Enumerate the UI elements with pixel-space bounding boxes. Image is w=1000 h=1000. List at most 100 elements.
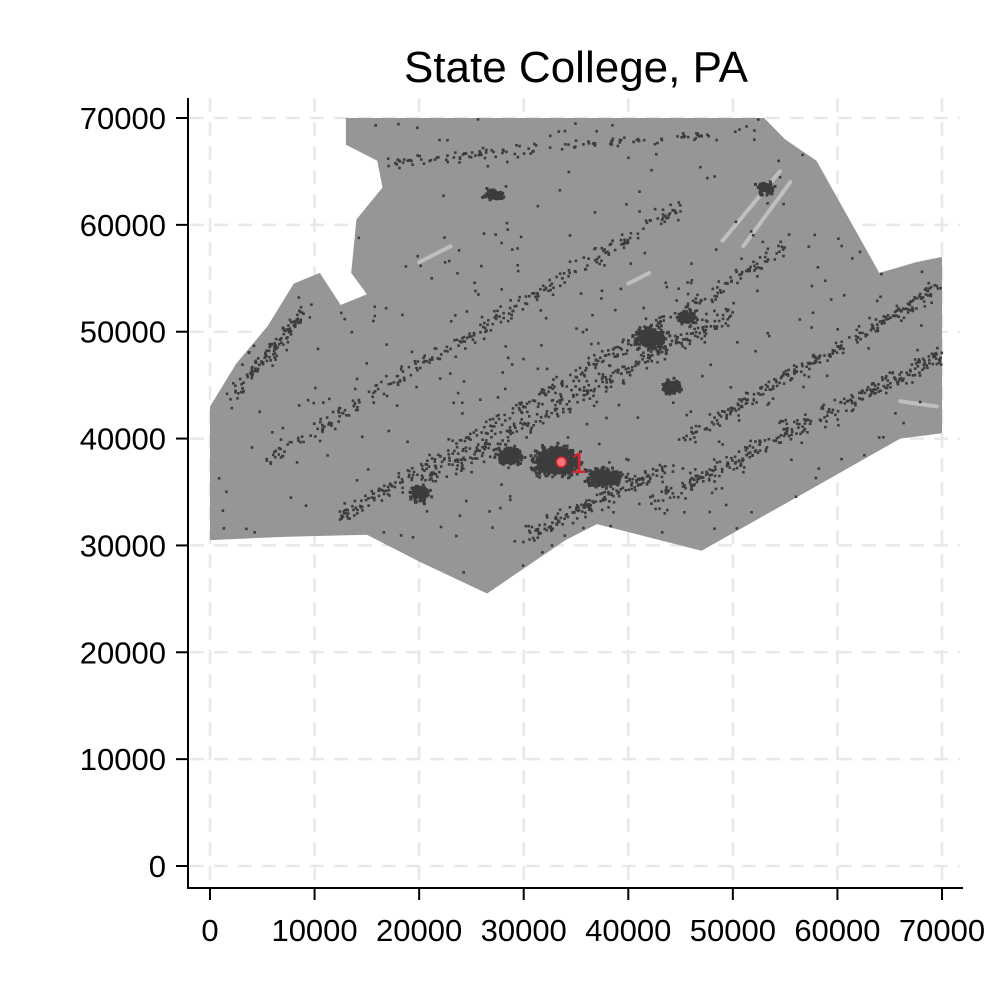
urban-dot xyxy=(416,360,420,363)
urban-dot xyxy=(487,446,490,450)
urban-dot xyxy=(402,376,406,380)
urban-dot xyxy=(506,435,510,439)
urban-dot xyxy=(518,408,522,412)
urban-dot xyxy=(702,480,705,483)
urban-dot xyxy=(653,499,657,503)
urban-dot xyxy=(715,327,718,330)
urban-dot xyxy=(856,341,859,344)
urban-dot xyxy=(680,136,683,139)
urban-dot xyxy=(669,203,672,207)
urban-dot xyxy=(461,464,464,467)
urban-dot xyxy=(608,378,612,381)
urban-dot xyxy=(397,122,400,126)
urban-dot xyxy=(553,456,556,460)
urban-dot xyxy=(896,382,900,386)
urban-dot xyxy=(718,424,722,427)
urban-dot xyxy=(367,497,370,500)
urban-dot xyxy=(361,435,364,439)
urban-dot xyxy=(613,248,617,252)
urban-dot xyxy=(611,124,614,127)
urban-dot xyxy=(768,183,772,187)
urban-dot xyxy=(554,403,557,407)
urban-dot xyxy=(713,480,716,483)
urban-dot xyxy=(551,383,554,387)
urban-dot xyxy=(465,336,469,340)
urban-dot xyxy=(759,182,762,186)
urban-dot xyxy=(603,470,607,474)
urban-dot xyxy=(757,392,760,395)
urban-dot xyxy=(567,449,571,453)
urban-dot xyxy=(897,308,900,311)
urban-dot xyxy=(713,309,716,313)
urban-dot xyxy=(507,312,511,315)
urban-dot xyxy=(629,231,633,235)
urban-dot xyxy=(620,473,624,477)
urban-dot xyxy=(497,193,501,197)
urban-dot xyxy=(718,413,721,417)
urban-dot xyxy=(587,363,591,366)
urban-dot xyxy=(587,361,590,364)
urban-dot xyxy=(595,130,598,133)
urban-dot xyxy=(764,448,768,451)
urban-dot xyxy=(775,384,779,388)
urban-dot xyxy=(808,362,812,365)
urban-dot xyxy=(446,154,449,157)
urban-dot xyxy=(358,401,361,404)
urban-dot xyxy=(691,313,695,317)
urban-dot xyxy=(699,300,702,303)
urban-dot xyxy=(269,462,273,466)
urban-dot xyxy=(713,474,717,478)
x-tick-label: 60000 xyxy=(794,913,880,948)
urban-dot xyxy=(467,335,471,338)
urban-dot xyxy=(827,410,831,413)
urban-dot xyxy=(588,498,591,502)
urban-dot xyxy=(681,345,684,348)
urban-dot xyxy=(917,358,921,361)
urban-dot xyxy=(795,365,798,369)
urban-dot xyxy=(792,364,796,367)
urban-dot xyxy=(462,456,465,460)
urban-dot xyxy=(660,334,664,338)
urban-dot xyxy=(686,292,690,296)
urban-dot xyxy=(550,399,554,402)
urban-dot xyxy=(252,344,256,348)
urban-dot xyxy=(564,451,568,454)
urban-dot xyxy=(603,354,607,358)
urban-dot xyxy=(636,331,640,335)
urban-dot xyxy=(431,356,434,359)
urban-dot xyxy=(501,191,505,195)
urban-dot xyxy=(933,355,937,358)
urban-dot xyxy=(752,399,756,402)
urban-dot xyxy=(672,464,675,467)
urban-dot xyxy=(640,340,644,344)
urban-dot xyxy=(333,427,337,431)
urban-dot xyxy=(545,474,549,478)
urban-dot xyxy=(793,372,796,375)
urban-dot xyxy=(422,162,426,165)
urban-dot xyxy=(787,233,791,236)
urban-dot xyxy=(437,156,440,159)
urban-dot xyxy=(461,153,465,156)
urban-dot xyxy=(721,313,725,317)
urban-dot xyxy=(770,192,774,196)
urban-dot xyxy=(269,359,272,362)
urban-dot xyxy=(651,467,655,471)
urban-dot xyxy=(519,421,522,425)
urban-dot xyxy=(701,328,705,332)
urban-dot xyxy=(272,349,276,353)
urban-dot xyxy=(492,196,496,200)
urban-dot xyxy=(905,371,908,374)
urban-dot xyxy=(818,361,822,364)
urban-dot xyxy=(485,329,488,332)
urban-dot xyxy=(880,272,883,276)
urban-dot xyxy=(732,468,736,471)
urban-dot xyxy=(764,251,768,255)
urban-dot xyxy=(468,447,472,450)
urban-dot xyxy=(610,474,614,478)
urban-dot xyxy=(731,311,734,314)
urban-dot xyxy=(665,216,668,220)
urban-dot xyxy=(463,458,467,462)
urban-dot xyxy=(807,375,811,379)
urban-dot xyxy=(551,460,555,464)
urban-dot xyxy=(637,328,641,332)
